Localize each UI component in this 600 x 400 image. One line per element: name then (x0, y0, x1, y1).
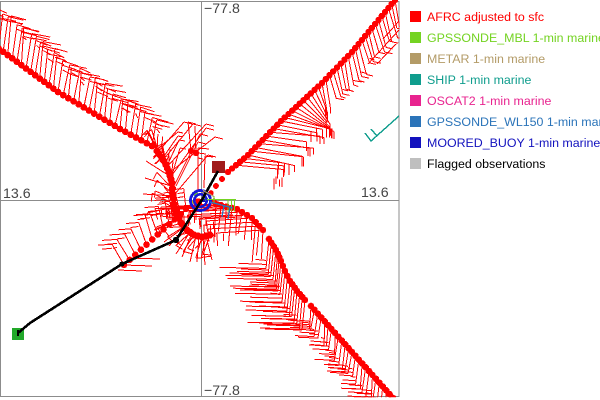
svg-text:Flagged observations: Flagged observations (427, 157, 545, 171)
svg-text:SHIP 1-min marine: SHIP 1-min marine (427, 73, 532, 87)
svg-text:GPSSONDE_WL150 1-min marine: GPSSONDE_WL150 1-min marine (427, 115, 600, 129)
svg-text:METAR 1-min marine: METAR 1-min marine (427, 52, 545, 66)
svg-text:13.6: 13.6 (3, 186, 31, 202)
svg-text:−77.8: −77.8 (204, 1, 240, 17)
svg-text:−77.8: −77.8 (204, 383, 240, 399)
svg-text:MOORED_BUOY 1-min marine: MOORED_BUOY 1-min marine (427, 136, 600, 150)
svg-text:GPSSONDE_MBL 1-min marine: GPSSONDE_MBL 1-min marine (427, 31, 600, 45)
svg-text:OSCAT2 1-min marine: OSCAT2 1-min marine (427, 94, 552, 108)
svg-text:13.6: 13.6 (361, 185, 389, 201)
svg-text:AFRC adjusted to sfc: AFRC adjusted to sfc (427, 10, 544, 24)
